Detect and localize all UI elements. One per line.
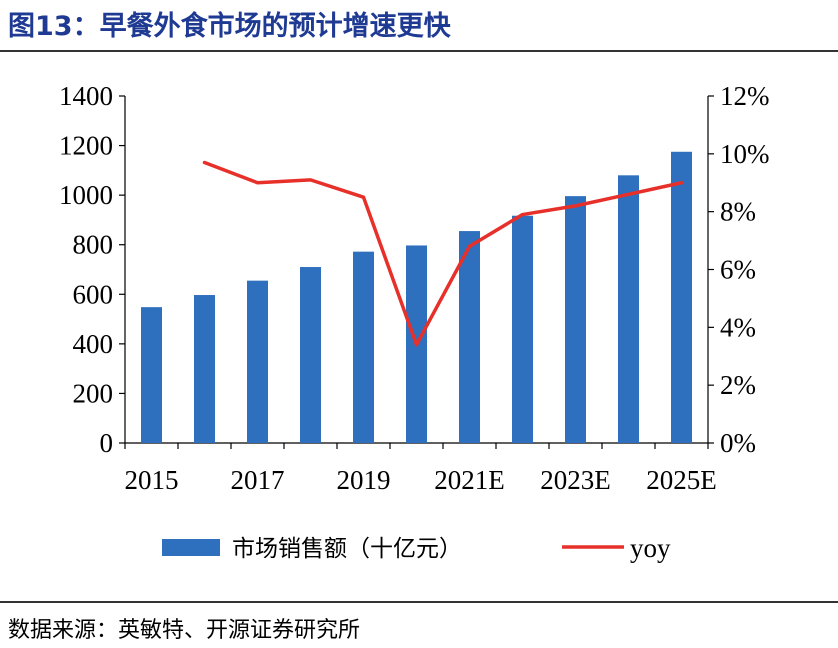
right-tick-label: 12% [720, 81, 770, 111]
bar [565, 196, 586, 443]
left-tick-label: 800 [73, 230, 114, 260]
right-tick-label: 2% [720, 370, 756, 400]
left-tick-label: 1200 [59, 131, 113, 161]
legend-bar-label: 市场销售额（十亿元） [232, 536, 462, 562]
right-tick-label: 8% [720, 197, 756, 227]
left-tick-label: 1400 [59, 81, 113, 111]
bar [353, 251, 374, 443]
chart-area: 0 200 400 600 800 1000 1200 1400 0% 2% 4% 6% 8% 10% 12… [59, 81, 770, 563]
source-note: 数据来源：英敏特、开源证券研究所 [8, 618, 361, 643]
bar [618, 175, 639, 444]
right-tick-label: 6% [720, 255, 756, 285]
right-tick-label: 0% [720, 428, 756, 458]
bar [247, 280, 268, 443]
left-tick-label: 200 [73, 378, 114, 408]
x-tick-label: 2023E [540, 465, 611, 495]
right-tick-label: 4% [720, 312, 756, 342]
bar [459, 231, 480, 443]
x-tick-label: 2021E [434, 465, 505, 495]
left-tick-label: 0 [100, 428, 114, 458]
right-tick-label: 10% [720, 139, 770, 169]
yoy-line [202, 160, 684, 347]
bar [194, 295, 215, 443]
legend-bar-swatch [162, 539, 220, 556]
left-tick-label: 1000 [59, 180, 113, 210]
bar [300, 267, 321, 443]
x-tick-label: 2017 [231, 465, 285, 495]
bottom-rule [0, 601, 838, 603]
bar [141, 307, 162, 443]
top-rule [0, 50, 838, 52]
bar [512, 215, 533, 443]
legend-line-label: yoy [630, 533, 671, 563]
x-tick-label: 2015 [125, 465, 179, 495]
x-tick-label: 2019 [337, 465, 391, 495]
x-tick-label: 2025E [646, 465, 717, 495]
chart-title: 图13：早餐外食市场的预计增速更快 [8, 11, 451, 42]
left-tick-label: 400 [73, 329, 114, 359]
left-tick-label: 600 [73, 279, 114, 309]
bar [671, 151, 692, 443]
